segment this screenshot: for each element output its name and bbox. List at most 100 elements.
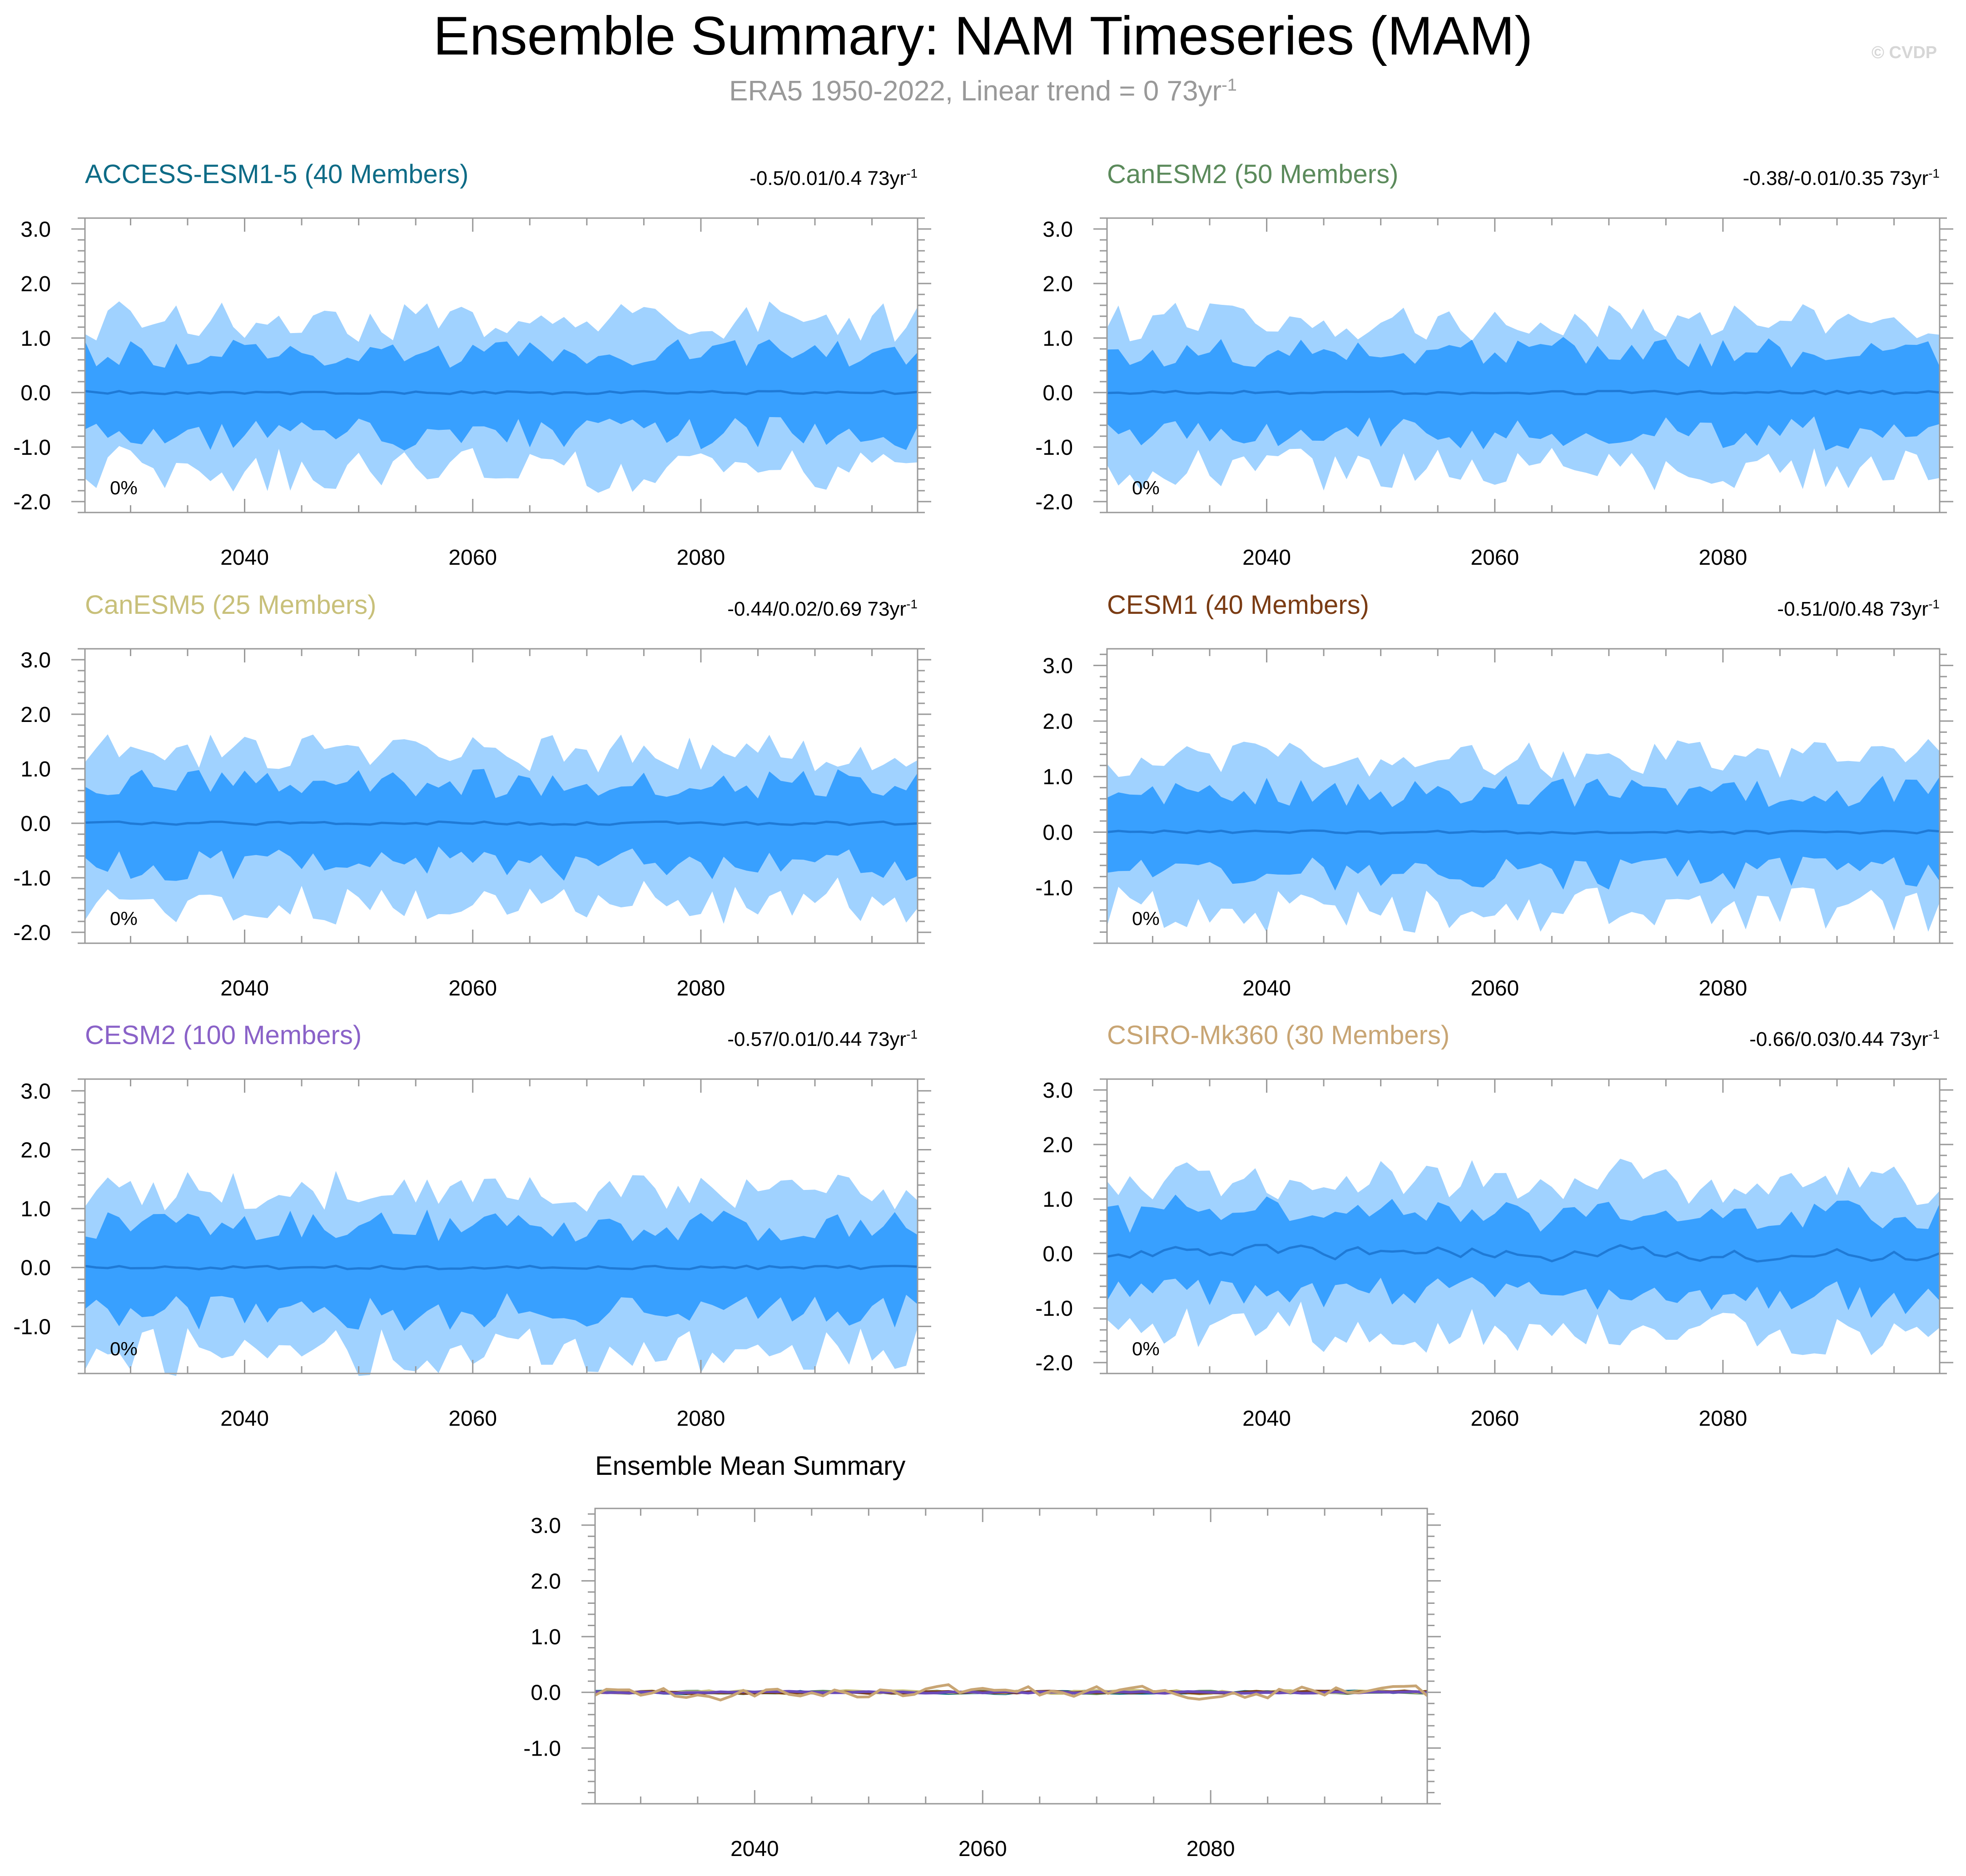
x-tick-label: 2040 (1242, 1407, 1291, 1431)
x-tick-label: 2060 (448, 976, 497, 1000)
inner-band (85, 339, 918, 451)
x-tick-label: 2040 (220, 1407, 269, 1431)
panel-cesm1: CESM1 (40 Members) -0.51/0/0.48 73yr-1 0% 2… (1035, 590, 1953, 1000)
y-tick-label: 3.0 (1043, 218, 1073, 242)
y-tick-label: 0.0 (1043, 1242, 1073, 1266)
percent-label: 0% (1132, 908, 1160, 929)
y-tick-label: 0.0 (1043, 381, 1073, 405)
inner-band (85, 1209, 918, 1331)
x-tick-label: 2040 (730, 1837, 779, 1861)
ensemble-mean-line (84, 1264, 918, 1271)
panel-title: CSIRO-Mk360 (30 Members) (1107, 1020, 1450, 1050)
x-tick-label: 2040 (220, 546, 269, 570)
x-tick-label: 2080 (1699, 1407, 1748, 1431)
x-tick-label: 2060 (448, 546, 497, 570)
y-tick-label: 1.0 (1043, 765, 1073, 789)
percent-label: 0% (1132, 477, 1160, 498)
figure-subtitle: ERA5 1950-2022, Linear trend = 0 73yr-1 (729, 75, 1237, 107)
percent-label: 0% (1132, 1338, 1160, 1359)
percent-label: 0% (110, 477, 138, 498)
ensemble-mean-line (84, 389, 918, 395)
x-tick-label: 2080 (1699, 546, 1748, 570)
y-tick-label: -1.0 (13, 436, 51, 460)
y-tick-label: 3.0 (20, 1080, 51, 1104)
panel-title: CESM1 (40 Members) (1107, 590, 1369, 620)
y-tick-label: 2.0 (20, 703, 51, 727)
y-tick-label: 0.0 (20, 381, 51, 405)
trend-label: -0.44/0.02/0.69 73yr-1 (727, 597, 918, 620)
cvdp-watermark: © CVDP (1872, 43, 1937, 62)
y-tick-label: -2.0 (13, 490, 51, 514)
panel-title: CESM2 (100 Members) (85, 1020, 362, 1050)
x-tick-label: 2060 (1470, 976, 1519, 1000)
x-tick-label: 2060 (448, 1407, 497, 1431)
x-tick-label: 2080 (677, 546, 725, 570)
y-tick-label: 1.0 (20, 327, 51, 351)
figure-title: Ensemble Summary: NAM Timeseries (MAM) (433, 5, 1533, 66)
panel-access: ACCESS-ESM1-5 (40 Members) -0.5/0.01/0.4 … (13, 159, 931, 570)
y-tick-label: 3.0 (20, 648, 51, 672)
plot-frame (84, 217, 918, 513)
x-tick-label: 2080 (677, 1407, 725, 1431)
trend-label: -0.57/0.01/0.44 73yr-1 (727, 1027, 918, 1050)
plot-frame (84, 1078, 918, 1374)
plot-frame (1106, 217, 1941, 513)
ensemble-mean-line (1107, 389, 1940, 396)
panel-cesm2: CESM2 (100 Members) -0.57/0.01/0.44 73yr-… (13, 1020, 931, 1431)
x-tick-label: 2040 (220, 976, 269, 1000)
y-tick-label: 3.0 (20, 218, 51, 242)
trend-label: -0.5/0.01/0.4 73yr-1 (750, 166, 918, 189)
y-tick-label: 2.0 (20, 1139, 51, 1163)
plot-frame (594, 1508, 1428, 1805)
y-tick-label: 2.0 (20, 272, 51, 296)
series-line-csiro-mk360 (594, 1683, 1428, 1702)
plot-frame (1106, 648, 1941, 944)
panel-title: CanESM2 (50 Members) (1107, 159, 1398, 189)
y-tick-label: 3.0 (1043, 1079, 1073, 1103)
x-tick-label: 2080 (1699, 976, 1748, 1000)
ensemble-mean-line (84, 820, 918, 826)
x-tick-label: 2040 (1242, 976, 1291, 1000)
y-tick-label: 1.0 (20, 757, 51, 781)
panel-canesm2: CanESM2 (50 Members) -0.38/-0.01/0.35 73y… (1035, 159, 1953, 570)
y-tick-label: 2.0 (1043, 710, 1073, 734)
plot-frame (84, 648, 918, 944)
y-tick-label: -1.0 (13, 866, 51, 891)
y-tick-label: -2.0 (1035, 1351, 1073, 1375)
y-tick-label: -1.0 (523, 1737, 561, 1761)
y-tick-label: 1.0 (20, 1197, 51, 1221)
y-tick-label: -1.0 (1035, 436, 1073, 460)
y-tick-label: 1.0 (531, 1625, 561, 1649)
y-tick-label: 2.0 (1043, 272, 1073, 296)
panel-canesm5: CanESM5 (25 Members) -0.44/0.02/0.69 73yr… (13, 590, 931, 1000)
x-tick-label: 2040 (1242, 546, 1291, 570)
y-tick-label: 2.0 (1043, 1133, 1073, 1157)
percent-label: 0% (110, 1338, 138, 1359)
ensemble-mean-line (1107, 1244, 1940, 1263)
panel-csiro: CSIRO-Mk360 (30 Members) -0.66/0.03/0.44 … (1035, 1020, 1953, 1431)
trend-label: -0.38/-0.01/0.35 73yr-1 (1743, 166, 1940, 189)
y-tick-label: 0.0 (531, 1681, 561, 1705)
plot-frame (1106, 1078, 1941, 1374)
y-tick-label: -2.0 (13, 921, 51, 945)
panel-title: ACCESS-ESM1-5 (40 Members) (85, 159, 468, 189)
panel-title: CanESM5 (25 Members) (85, 590, 376, 620)
panel-mean: Ensemble Mean Summary 2040 2060 2080 3.0 2.0 1… (523, 1451, 1441, 1861)
y-tick-label: 2.0 (531, 1569, 561, 1593)
y-tick-label: 3.0 (1043, 654, 1073, 678)
y-tick-label: -1.0 (1035, 1297, 1073, 1321)
trend-label: -0.66/0.03/0.44 73yr-1 (1749, 1027, 1940, 1050)
x-tick-label: 2060 (1470, 1407, 1519, 1431)
x-tick-label: 2060 (1470, 546, 1519, 570)
y-tick-label: -2.0 (1035, 490, 1073, 514)
y-tick-label: -1.0 (13, 1315, 51, 1339)
y-tick-label: 0.0 (20, 1256, 51, 1280)
y-tick-label: 1.0 (1043, 1188, 1073, 1212)
y-tick-label: -1.0 (1035, 876, 1073, 901)
panel-title: Ensemble Mean Summary (595, 1451, 905, 1481)
x-tick-label: 2060 (958, 1837, 1007, 1861)
y-tick-label: 1.0 (1043, 327, 1073, 351)
y-tick-label: 0.0 (1043, 821, 1073, 845)
ensemble-mean-line (1107, 829, 1940, 835)
